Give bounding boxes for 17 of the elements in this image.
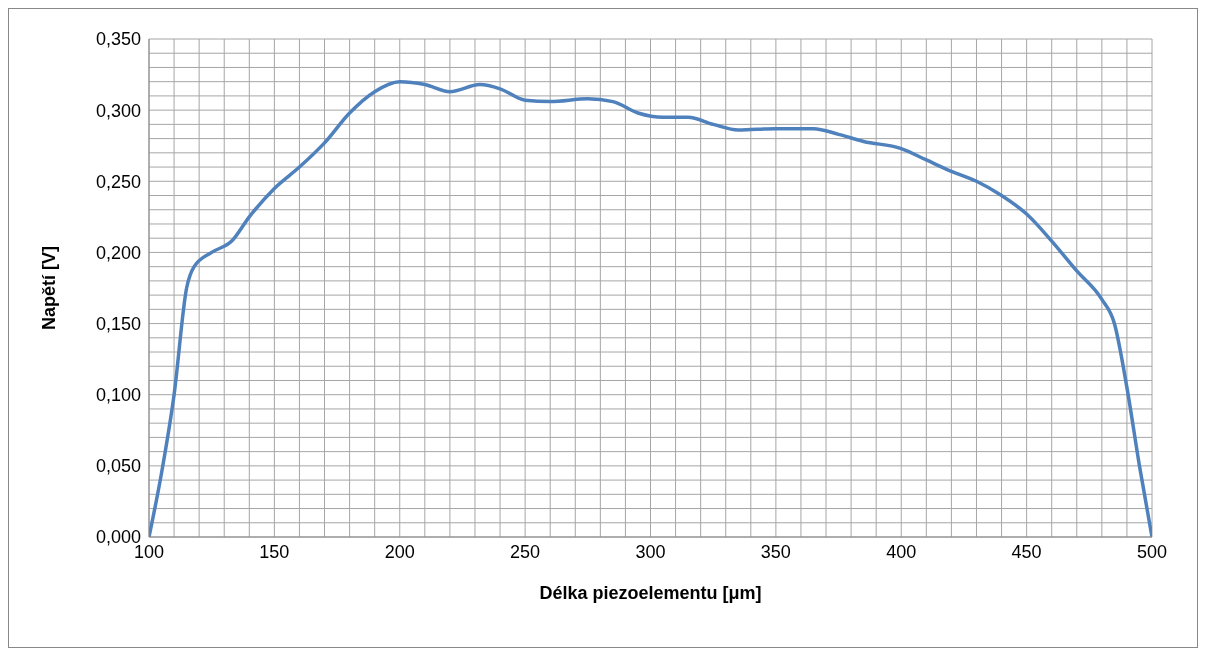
- x-tick-label: 400: [886, 541, 917, 562]
- y-tick-label: 0,250: [95, 171, 141, 192]
- x-tick-label: 500: [1136, 541, 1168, 562]
- y-tick-label: 0,050: [95, 456, 141, 477]
- x-axis-title: Délka piezoelementu [μm]: [539, 583, 762, 603]
- y-tick-label: 0,350: [95, 29, 141, 50]
- y-axis-title: Napětí [V]: [39, 245, 60, 331]
- y-tick-label: 0,150: [95, 313, 141, 334]
- x-tick-label: 150: [259, 541, 290, 562]
- x-tick-label: 350: [760, 541, 791, 562]
- x-tick-label: 250: [510, 541, 541, 562]
- y-tick-label: 0,200: [95, 242, 141, 263]
- x-tick-label: 200: [384, 541, 415, 562]
- y-tick-label: 0,100: [95, 385, 141, 406]
- x-tick-label: 300: [635, 541, 666, 562]
- x-tick-label: 450: [1011, 541, 1042, 562]
- y-tick-label: 0,300: [95, 100, 141, 121]
